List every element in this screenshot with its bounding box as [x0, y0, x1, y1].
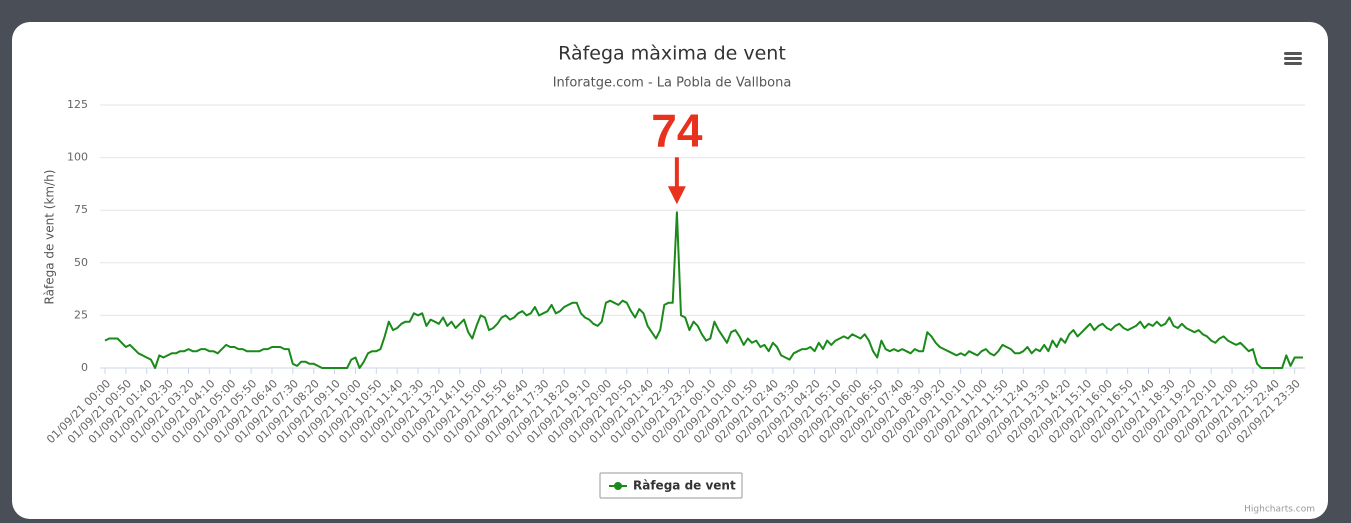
legend-label: Ràfega de vent: [633, 479, 736, 493]
y-tick-label: 75: [74, 203, 88, 216]
annotation-arrowhead: [667, 186, 686, 205]
chart-title: Ràfega màxima de vent: [558, 43, 786, 65]
menu-button[interactable]: [1284, 52, 1302, 65]
y-tick-label: 100: [67, 151, 88, 164]
legend: Ràfega de vent: [599, 472, 743, 499]
y-axis-label: Ràfega de vent (km/h): [43, 170, 57, 305]
legend-box: [599, 472, 743, 499]
y-tick-label: 0: [81, 361, 88, 374]
data-line: [104, 211, 1303, 369]
menu-bar[interactable]: [1284, 52, 1302, 55]
panel: [12, 22, 1328, 519]
y-tick-label: 50: [74, 256, 88, 269]
menu-bar[interactable]: [1284, 62, 1302, 65]
credits: Highcharts.com: [1244, 505, 1315, 515]
y-tick-label: 125: [67, 98, 88, 111]
legend-marker: [614, 482, 622, 490]
annotation: 74: [651, 104, 703, 156]
menu-bar[interactable]: [1284, 57, 1302, 60]
chart-subtitle: Inforatge.com - La Pobla de Vallbona: [553, 76, 792, 91]
y-tick-label: 25: [74, 308, 88, 321]
